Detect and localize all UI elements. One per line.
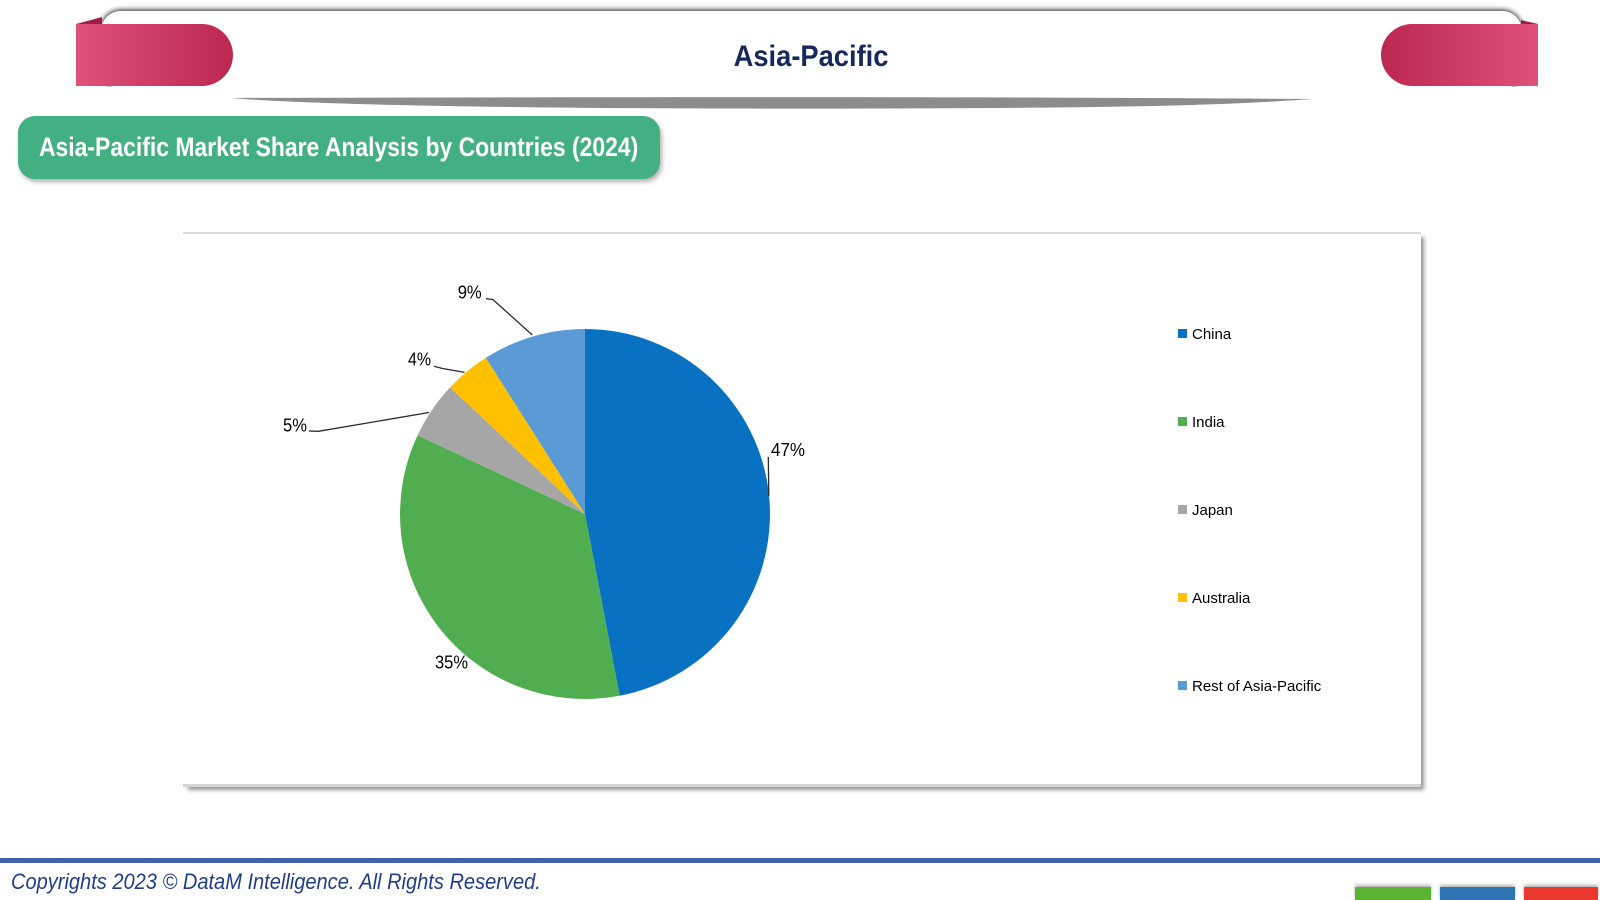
svg-text:4%: 4% bbox=[408, 350, 431, 370]
svg-text:47%: 47% bbox=[771, 440, 805, 460]
svg-text:35%: 35% bbox=[435, 653, 468, 673]
svg-text:9%: 9% bbox=[458, 282, 482, 302]
svg-text:5%: 5% bbox=[283, 416, 307, 436]
